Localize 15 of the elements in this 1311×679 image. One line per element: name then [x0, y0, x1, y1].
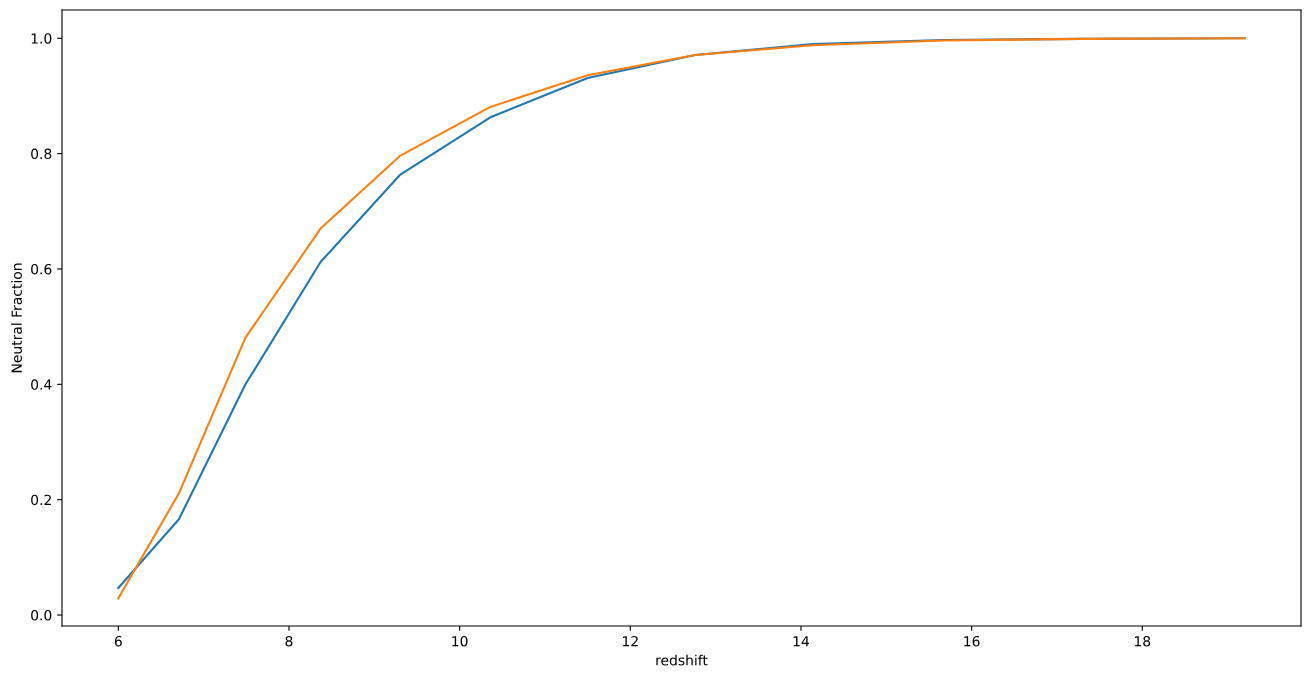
y-tick-label: 0.8: [31, 148, 52, 160]
y-tick-label: 0.0: [31, 610, 52, 621]
x-tick-label: 12: [622, 635, 638, 647]
y-tick-label: 0.4: [31, 379, 52, 390]
y-axis-title: Neutral Fraction: [11, 263, 22, 373]
y-tick-label: 1.0: [31, 33, 52, 44]
x-tick-label: 14: [793, 636, 810, 647]
x-tick-label: 18: [1134, 635, 1151, 647]
y-tick-label: 0.6: [31, 263, 52, 275]
x-axis-title: redshift: [656, 654, 708, 666]
x-tick-label: 10: [452, 635, 468, 647]
y-tick-label: 0.2: [31, 494, 51, 506]
x-tick-label: 8: [285, 635, 293, 647]
x-tick-label: 6: [114, 635, 122, 647]
x-tick-label: 16: [964, 635, 980, 647]
